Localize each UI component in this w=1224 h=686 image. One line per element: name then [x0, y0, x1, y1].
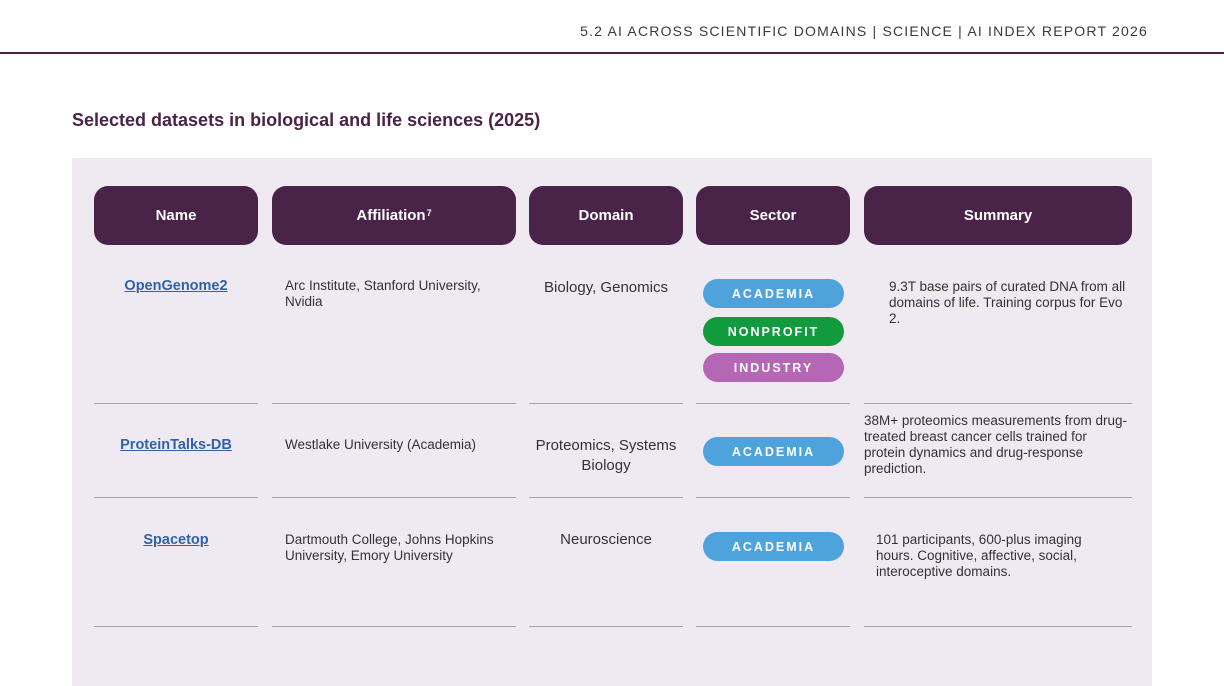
dataset-link-opengenome2[interactable]: OpenGenome2	[124, 278, 228, 294]
column-header-sector-label: Sector	[749, 207, 797, 224]
row-divider	[529, 497, 683, 498]
column-header-affiliation: Affiliation 7	[272, 186, 516, 245]
row-divider	[864, 497, 1132, 498]
footnote-marker: 7	[426, 207, 432, 218]
row-divider	[272, 497, 516, 498]
row-divider	[696, 497, 850, 498]
affiliation-cell: Westlake University (Academia)	[285, 437, 477, 452]
domain-cell: Biology, Genomics	[544, 279, 668, 296]
column-header-sector: Sector	[696, 186, 850, 245]
column-header-name-label: Name	[155, 207, 197, 224]
row-divider	[94, 626, 258, 627]
column-header-affiliation-label: Affiliation	[356, 207, 426, 224]
row-divider	[529, 403, 683, 404]
sector-badge-academia: ACADEMIA	[703, 532, 844, 561]
column-header-domain-label: Domain	[578, 207, 634, 224]
row-divider	[94, 403, 258, 404]
domain-cell: Neuroscience	[560, 531, 652, 548]
summary-cell: 101 participants, 600-plus imaging hours…	[876, 532, 1082, 579]
column-header-summary: Summary	[864, 186, 1132, 245]
row-divider	[696, 403, 850, 404]
running-header-text: 5.2 AI ACROSS SCIENTIFIC DOMAINS | SCIEN…	[580, 23, 1148, 39]
summary-cell: 9.3T base pairs of curated DNA from all …	[889, 279, 1126, 326]
row-divider	[529, 626, 683, 627]
dataset-link-spacetop[interactable]: Spacetop	[143, 532, 209, 548]
sector-badge-nonprofit: NONPROFIT	[703, 317, 844, 346]
table-panel	[72, 158, 1152, 686]
sector-badge-academia: ACADEMIA	[703, 279, 844, 308]
dataset-link-proteintalks-db[interactable]: ProteinTalks-DB	[120, 437, 232, 453]
sector-badge-industry: INDUSTRY	[703, 353, 844, 382]
row-divider	[696, 626, 850, 627]
row-divider	[864, 403, 1132, 404]
running-header: 5.2 AI ACROSS SCIENTIFIC DOMAINS | SCIEN…	[0, 0, 1224, 54]
row-divider	[94, 497, 258, 498]
row-divider	[864, 626, 1132, 627]
figure-title: Selected datasets in biological and life…	[72, 110, 541, 130]
row-divider	[272, 626, 516, 627]
affiliation-cell: Dartmouth College, Johns Hopkins Univers…	[285, 532, 494, 563]
column-header-domain: Domain	[529, 186, 683, 245]
affiliation-cell: Arc Institute, Stanford University, Nvid…	[285, 278, 481, 309]
column-header-summary-label: Summary	[963, 207, 1033, 224]
sector-badge-academia: ACADEMIA	[703, 437, 844, 466]
column-header-name: Name	[94, 186, 258, 245]
domain-cell: Proteomics, Systems Biology	[535, 437, 677, 474]
row-divider	[272, 403, 516, 404]
summary-cell: 38M+ proteomics measurements from drug-t…	[864, 413, 1127, 476]
